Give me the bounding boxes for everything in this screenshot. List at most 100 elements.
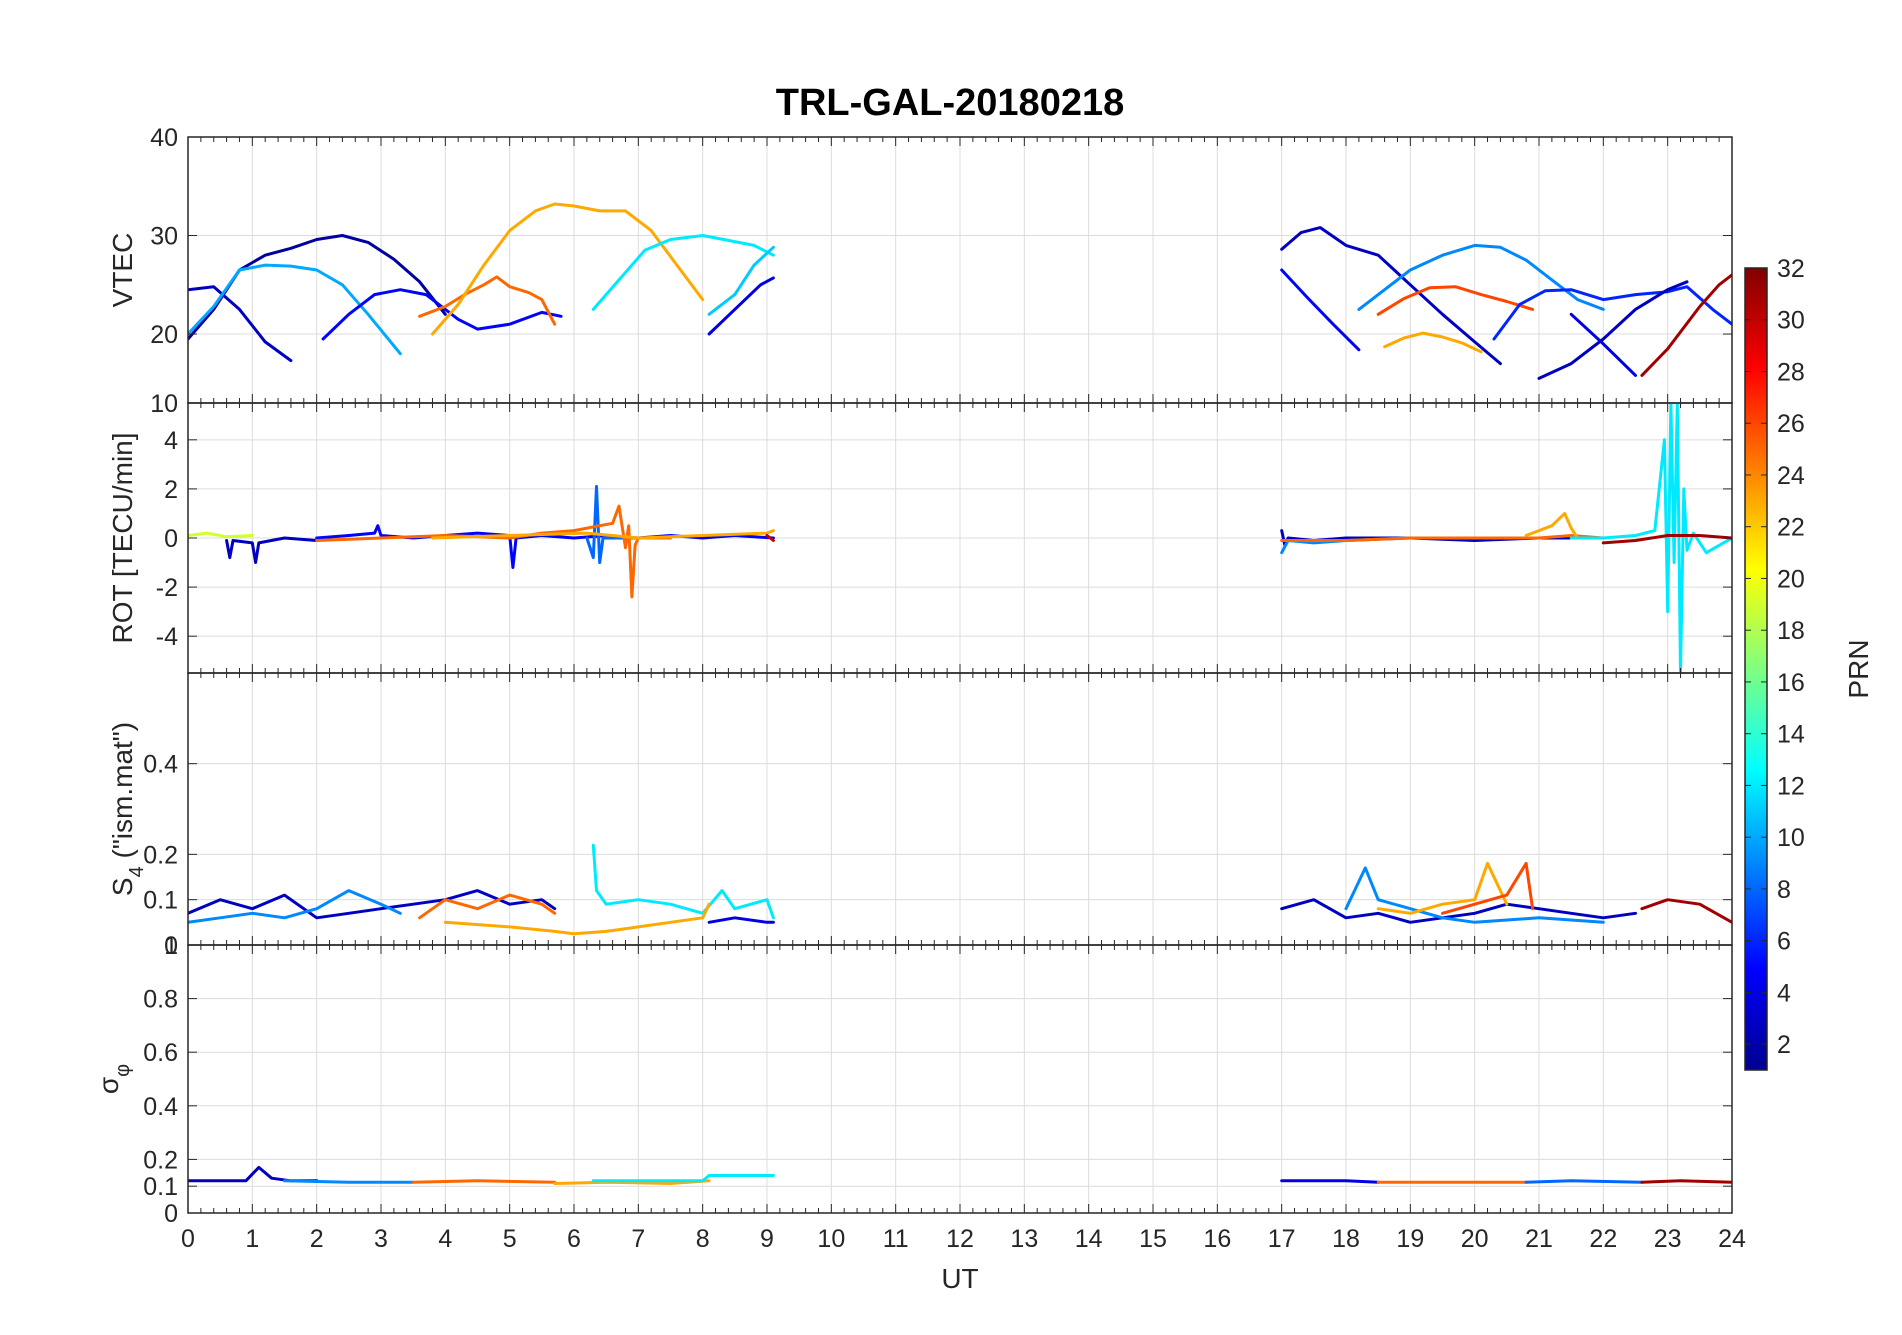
x-tick-label: 12: [946, 1225, 974, 1253]
chart-title: TRL-GAL-20180218: [776, 82, 1124, 124]
y-tick-label: 20: [150, 321, 178, 349]
series-prn-9: [1357, 243, 1605, 311]
x-tick-label: 2: [310, 1225, 324, 1253]
y-tick-label: 4: [164, 427, 178, 455]
panel-rot: -4 -2 0 2 4 10 ROT [TECU/min]: [107, 390, 1733, 674]
y-tick-label: 0.2: [143, 1146, 178, 1174]
series-prn-30: [765, 534, 775, 542]
x-tick-label: 13: [1010, 1225, 1038, 1253]
y-tick-label: 0.4: [143, 751, 178, 779]
colorbar-tick-label: 14: [1777, 721, 1805, 749]
x-tick-label: 21: [1525, 1225, 1553, 1253]
y-axis-label: ROT [TECU/min]: [107, 432, 138, 643]
y-tick-label-top: 1: [164, 932, 178, 960]
series-prn-12: [1569, 403, 1732, 673]
y-tick-label: 0.1: [143, 887, 178, 915]
series-group: [188, 1165, 1732, 1185]
series-group: [188, 843, 1732, 936]
series-prn-31: [1601, 534, 1732, 545]
series-prn-26: [1441, 861, 1535, 915]
series-prn-23: [431, 202, 705, 336]
series-prn-5: [321, 288, 563, 341]
y-axis-label: σφ: [93, 1064, 134, 1094]
colorbar-tick-label: 32: [1777, 255, 1805, 283]
y-tick-label: 0.2: [143, 841, 178, 869]
x-tick-label: 16: [1203, 1225, 1231, 1253]
series-prn-31: [1640, 273, 1732, 377]
colorbar-tick-label: 6: [1777, 928, 1791, 956]
y-tick-label-top: 10: [150, 390, 178, 418]
series-prn-4: [1280, 1179, 1380, 1184]
x-tick-label: 5: [503, 1225, 517, 1253]
x-tick-label: 23: [1654, 1225, 1682, 1253]
colorbar-tick-label: 26: [1777, 410, 1805, 438]
colorbar-tick-label: 22: [1777, 514, 1805, 542]
y-tick-label: 0.8: [143, 986, 178, 1014]
x-tick-label: 11: [883, 1225, 909, 1253]
x-tick-label: 9: [760, 1225, 774, 1253]
series-prn-25: [1280, 534, 1605, 542]
series-prn-3: [1280, 898, 1637, 924]
y-tick-label: 0: [164, 525, 178, 553]
colorbar-tick-label: 20: [1777, 565, 1805, 593]
series-prn-12: [591, 843, 775, 920]
x-tick-label: 24: [1718, 1225, 1746, 1253]
colorbar-tick-label: 28: [1777, 358, 1805, 386]
colorbar-label: PRN: [1843, 639, 1874, 698]
series-prn-8: [1524, 1179, 1644, 1184]
colorbar-tick-label: 4: [1777, 979, 1791, 1007]
y-tick-label: 40: [150, 124, 178, 152]
x-tick-label: 7: [631, 1225, 645, 1253]
colorbar-tick-label: 24: [1777, 462, 1805, 490]
x-tick-label: 18: [1332, 1225, 1360, 1253]
series-prn-3: [1537, 280, 1689, 380]
series-prn-9: [283, 1179, 415, 1184]
y-tick-label: 2: [164, 476, 178, 504]
x-tick-label: 22: [1589, 1225, 1617, 1253]
series-prn-9: [1344, 866, 1605, 924]
x-tick-label: 15: [1139, 1225, 1167, 1253]
series-prn-25: [418, 893, 557, 920]
colorbar-tick-label: 16: [1777, 669, 1805, 697]
series-prn-4: [707, 916, 775, 924]
series-prn-3: [1280, 226, 1502, 366]
series-prn-25: [418, 275, 557, 326]
x-tick-label: 10: [817, 1225, 845, 1253]
series-prn-23: [443, 902, 711, 936]
series-prn-8: [585, 485, 640, 564]
series-prn-4: [707, 276, 775, 336]
y-tick-label: -2: [156, 574, 178, 602]
x-tick-label: 3: [374, 1225, 388, 1253]
colorbar-tick-label: 8: [1777, 876, 1791, 904]
series-prn-6: [1492, 285, 1732, 341]
series-group: [188, 202, 1732, 380]
x-tick-label: 20: [1461, 1225, 1489, 1253]
colorbar-tick-label: 10: [1777, 824, 1805, 852]
series-prn-12: [591, 1174, 775, 1183]
colorbar-tick-label: 12: [1777, 772, 1805, 800]
series-prn-19: [188, 531, 254, 539]
x-tick-label: 19: [1396, 1225, 1424, 1253]
x-tick-label: 14: [1075, 1225, 1103, 1253]
colorbar-tick-label: 18: [1777, 617, 1805, 645]
colorbar-tick-label: 30: [1777, 307, 1805, 335]
series-prn-23: [1383, 331, 1483, 354]
series-prn-25: [315, 504, 672, 599]
y-axis-label: S4 ("ism.mat"): [107, 722, 148, 896]
series-group: [188, 403, 1732, 673]
series-prn-3: [188, 889, 557, 920]
x-tick-label: 6: [567, 1225, 581, 1253]
y-axis-label: VTEC: [107, 233, 138, 308]
series-prn-23: [1524, 512, 1605, 540]
colorbar-gradient: [1744, 267, 1768, 1071]
series-prn-11: [707, 245, 775, 316]
series-prn-31: [1640, 898, 1732, 924]
series-prn-10: [188, 263, 402, 356]
y-tick-label: 0: [164, 1200, 178, 1228]
series-prn-23: [1376, 861, 1509, 915]
